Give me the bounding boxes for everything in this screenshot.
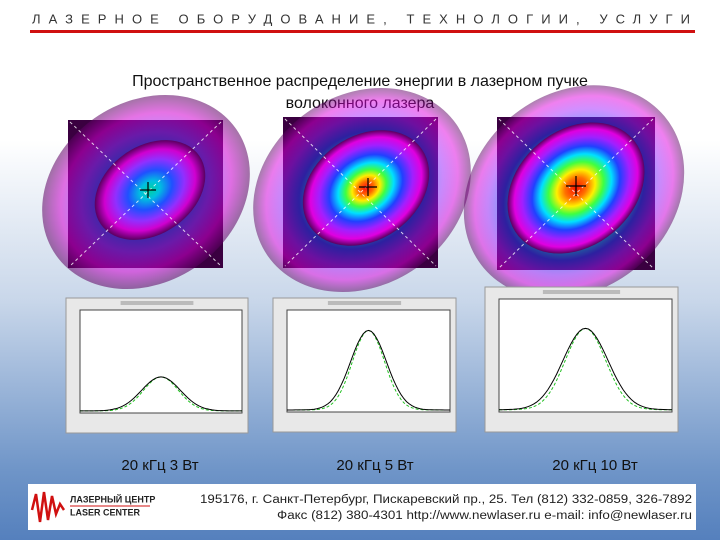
header-tagline: ЛАЗЕРНОЕ ОБОРУДОВАНИЕ, ТЕХНОЛОГИИ, УСЛУГ… [32, 11, 690, 26]
title-line: Пространственное распределение энергии в… [132, 73, 588, 90]
crosshair [140, 176, 586, 198]
profile-curve [499, 327, 672, 411]
beam-image [42, 94, 250, 290]
footer-band [28, 484, 696, 530]
header-rule [30, 30, 695, 33]
profile-plot-area [79, 309, 243, 414]
profile-titlebar [120, 301, 194, 305]
logo-text: LASER CENTER [70, 507, 141, 517]
panel-caption: 20 кГц 3 Вт [121, 457, 198, 474]
beam-axes [69, 118, 654, 269]
panel-caption: 20 кГц 5 Вт [336, 457, 413, 474]
logo-mark [30, 491, 66, 523]
footer-address: 195176, г. Санкт-Петербург, Пискаревский… [200, 494, 692, 506]
profile-plot-area [498, 298, 673, 413]
profile-plot-area [286, 309, 451, 413]
footer-contacts: Факс (812) 380-4301 http://www.newlaser.… [277, 510, 692, 522]
profile-titlebar [542, 290, 621, 294]
profile-titlebar [327, 301, 402, 305]
beam-image [253, 87, 471, 293]
profile-curve [80, 376, 242, 412]
logo-text: ЛАЗЕРНЫЙ ЦЕНТР [70, 493, 155, 504]
profile-curve [287, 329, 450, 411]
panel-caption: 20 кГц 10 Вт [552, 457, 638, 474]
